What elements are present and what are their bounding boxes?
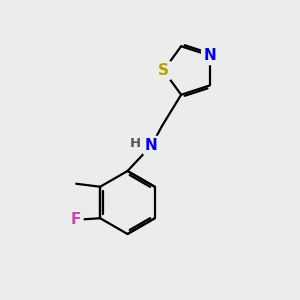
Text: F: F [71, 212, 81, 227]
Text: H: H [129, 136, 141, 150]
Text: N: N [145, 138, 158, 153]
Text: N: N [203, 48, 216, 63]
Text: S: S [158, 63, 169, 78]
